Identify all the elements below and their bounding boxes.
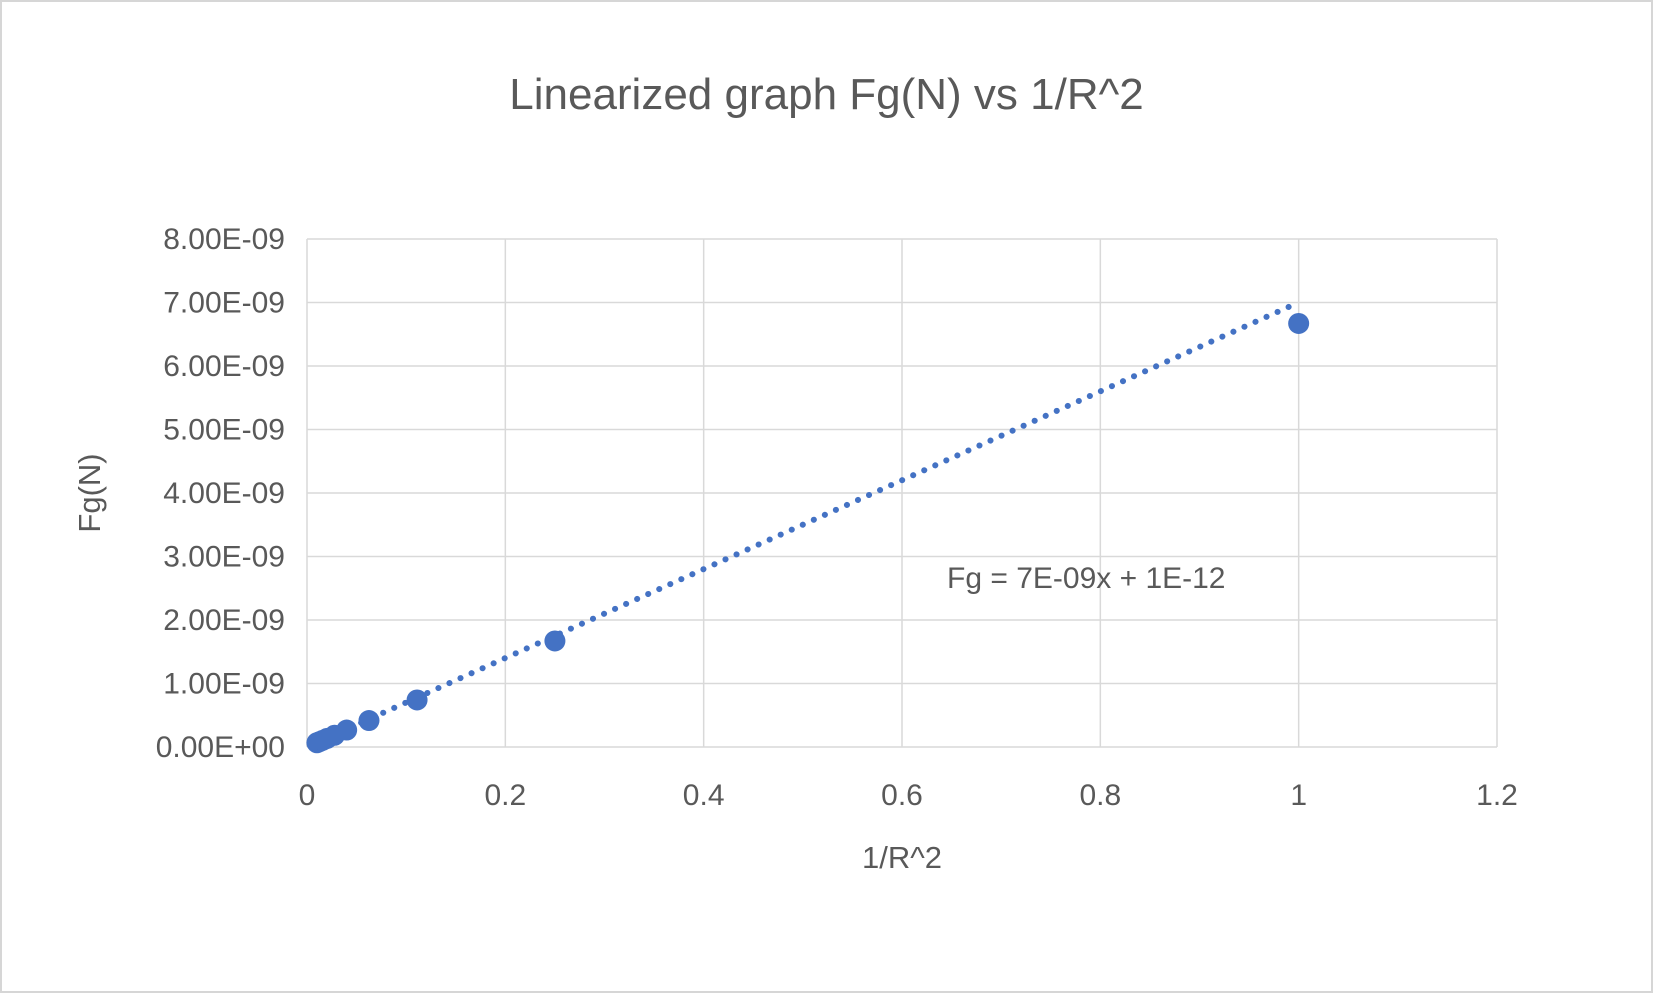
chart-title: Linearized graph Fg(N) vs 1/R^2 — [509, 70, 1144, 119]
x-tick-label: 0.4 — [683, 779, 725, 812]
x-tick-label: 1 — [1290, 779, 1307, 812]
x-tick-label: 0.2 — [484, 779, 526, 812]
x-tick-label: 0 — [299, 779, 316, 812]
y-tick-label: 4.00E-09 — [163, 477, 285, 510]
data-point — [1288, 312, 1310, 334]
y-tick-label: 3.00E-09 — [163, 541, 285, 574]
data-point — [406, 689, 428, 711]
data-point — [358, 710, 380, 732]
x-tick-label: 0.8 — [1079, 779, 1121, 812]
data-point — [336, 719, 358, 741]
x-tick-label: 0.6 — [881, 779, 923, 812]
y-tick-label: 8.00E-09 — [163, 223, 285, 256]
trendline — [313, 299, 1302, 746]
y-tick-label: 5.00E-09 — [163, 414, 285, 447]
y-tick-label: 2.00E-09 — [163, 604, 285, 637]
y-tick-label: 6.00E-09 — [163, 350, 285, 383]
x-axis-title: 1/R^2 — [861, 840, 943, 875]
y-tick-label: 7.00E-09 — [163, 287, 285, 320]
y-tick-label: 0.00E+00 — [156, 731, 285, 764]
x-tick-label: 1.2 — [1476, 779, 1518, 812]
data-point — [544, 630, 566, 652]
y-axis-title: Fg(N) — [72, 453, 107, 533]
trendline-equation: Fg = 7E-09x + 1E-12 — [947, 562, 1226, 595]
y-tick-label: 1.00E-09 — [163, 668, 285, 701]
